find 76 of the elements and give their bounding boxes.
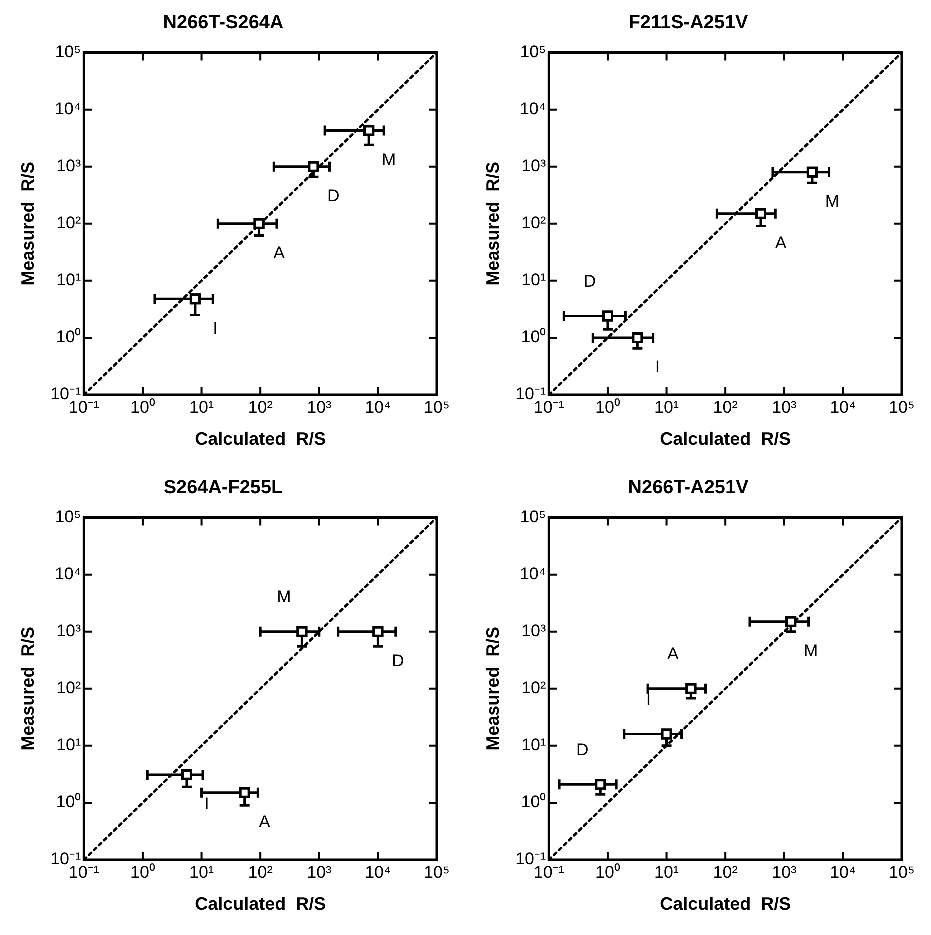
x-axis-title: Calculated R/S — [660, 894, 792, 914]
data-label: D — [584, 272, 596, 291]
x-tick-label: 10⁰ — [130, 398, 156, 417]
y-tick-label: 10⁰ — [56, 792, 82, 812]
x-tick-label: 10⁴ — [365, 398, 392, 417]
x-tick-label: 10⁴ — [830, 398, 856, 417]
chart-title: N266T-A251V — [628, 478, 750, 499]
x-axis-title: Calculated R/S — [660, 429, 792, 450]
y-axis-title: Measured R/S — [482, 626, 503, 751]
y-tick-label: 10⁵ — [55, 42, 82, 62]
data-label: A — [259, 812, 272, 832]
x-tick-label: 10¹ — [189, 862, 214, 882]
x-tick-label: 10¹ — [654, 862, 680, 882]
x-tick-label: 10⁵ — [889, 862, 915, 882]
data-label: I — [204, 794, 210, 814]
y-tick-label: 10⁴ — [520, 100, 546, 119]
data-label: A — [274, 244, 286, 263]
y-axis-title: Measured R/S — [482, 162, 503, 286]
x-tick-label: 10⁴ — [365, 862, 392, 882]
y-tick-label: 10² — [522, 678, 546, 698]
y-tick-label: 10³ — [522, 622, 546, 641]
y-tick-label: 10⁰ — [521, 792, 546, 812]
x-tick-label: 10⁵ — [424, 398, 450, 417]
y-tick-label: 10³ — [56, 156, 82, 176]
y-tick-label: 10⁵ — [520, 507, 546, 526]
data-label: D — [328, 186, 340, 206]
y-tick-label: 10⁰ — [56, 328, 82, 347]
y-tick-label: 10⁴ — [520, 564, 546, 584]
x-tick-label: 10² — [248, 862, 274, 882]
data-label: D — [576, 740, 589, 760]
x-tick-label: 10⁰ — [596, 398, 620, 417]
x-tick-label: 10² — [248, 398, 274, 417]
y-tick-label: 10² — [56, 214, 82, 233]
data-label: A — [668, 644, 680, 664]
data-label: M — [825, 192, 840, 212]
y-tick-label: 10² — [56, 678, 82, 698]
y-tick-label: 10¹ — [522, 736, 546, 755]
y-tick-label: 10¹ — [522, 270, 546, 290]
y-tick-label: 10⁵ — [520, 42, 546, 62]
y-tick-label: 10³ — [522, 156, 546, 176]
data-label: D — [392, 652, 404, 671]
data-label: A — [775, 234, 788, 253]
x-tick-label: 10¹ — [654, 398, 680, 417]
data-label: I — [213, 318, 218, 338]
y-tick-label: 10⁴ — [54, 100, 82, 119]
x-tick-label: 10³ — [307, 862, 332, 882]
chart-title: N266T-S264A — [163, 12, 284, 34]
y-tick-label: 10² — [522, 214, 546, 233]
chart-title: F211S-A251V — [628, 12, 748, 34]
data-label: M — [382, 150, 396, 170]
x-tick-label: 10² — [713, 398, 738, 417]
x-tick-label: 10⁰ — [130, 862, 156, 882]
x-tick-label: 10¹ — [189, 398, 214, 417]
x-tick-label: 10² — [713, 862, 738, 882]
data-label: I — [655, 358, 660, 377]
y-axis-title: Measured R/S — [18, 162, 38, 286]
y-tick-label: 10⁵ — [55, 507, 82, 526]
x-tick-label: 10⁵ — [889, 398, 915, 417]
x-tick-label: 10³ — [307, 398, 332, 417]
data-label: I — [646, 690, 652, 709]
y-tick-label: 10⁴ — [54, 564, 82, 584]
x-tick-label: 10³ — [772, 398, 798, 417]
data-label: M — [804, 642, 818, 661]
x-axis-title: Calculated R/S — [195, 429, 326, 450]
y-tick-label: 10³ — [56, 622, 82, 641]
y-tick-label: 10¹ — [56, 736, 82, 755]
chart-title: S264A-F255L — [164, 478, 284, 499]
x-axis-title: Calculated R/S — [195, 894, 326, 914]
x-tick-label: 10⁵ — [424, 862, 450, 882]
y-tick-label: 10⁰ — [521, 328, 546, 347]
y-axis-title: Measured R/S — [18, 626, 38, 751]
x-tick-label: 10³ — [772, 862, 798, 882]
y-tick-label: 10¹ — [56, 270, 82, 290]
x-tick-label: 10⁴ — [830, 862, 856, 882]
x-tick-label: 10⁰ — [596, 862, 620, 882]
data-label: M — [277, 588, 292, 607]
